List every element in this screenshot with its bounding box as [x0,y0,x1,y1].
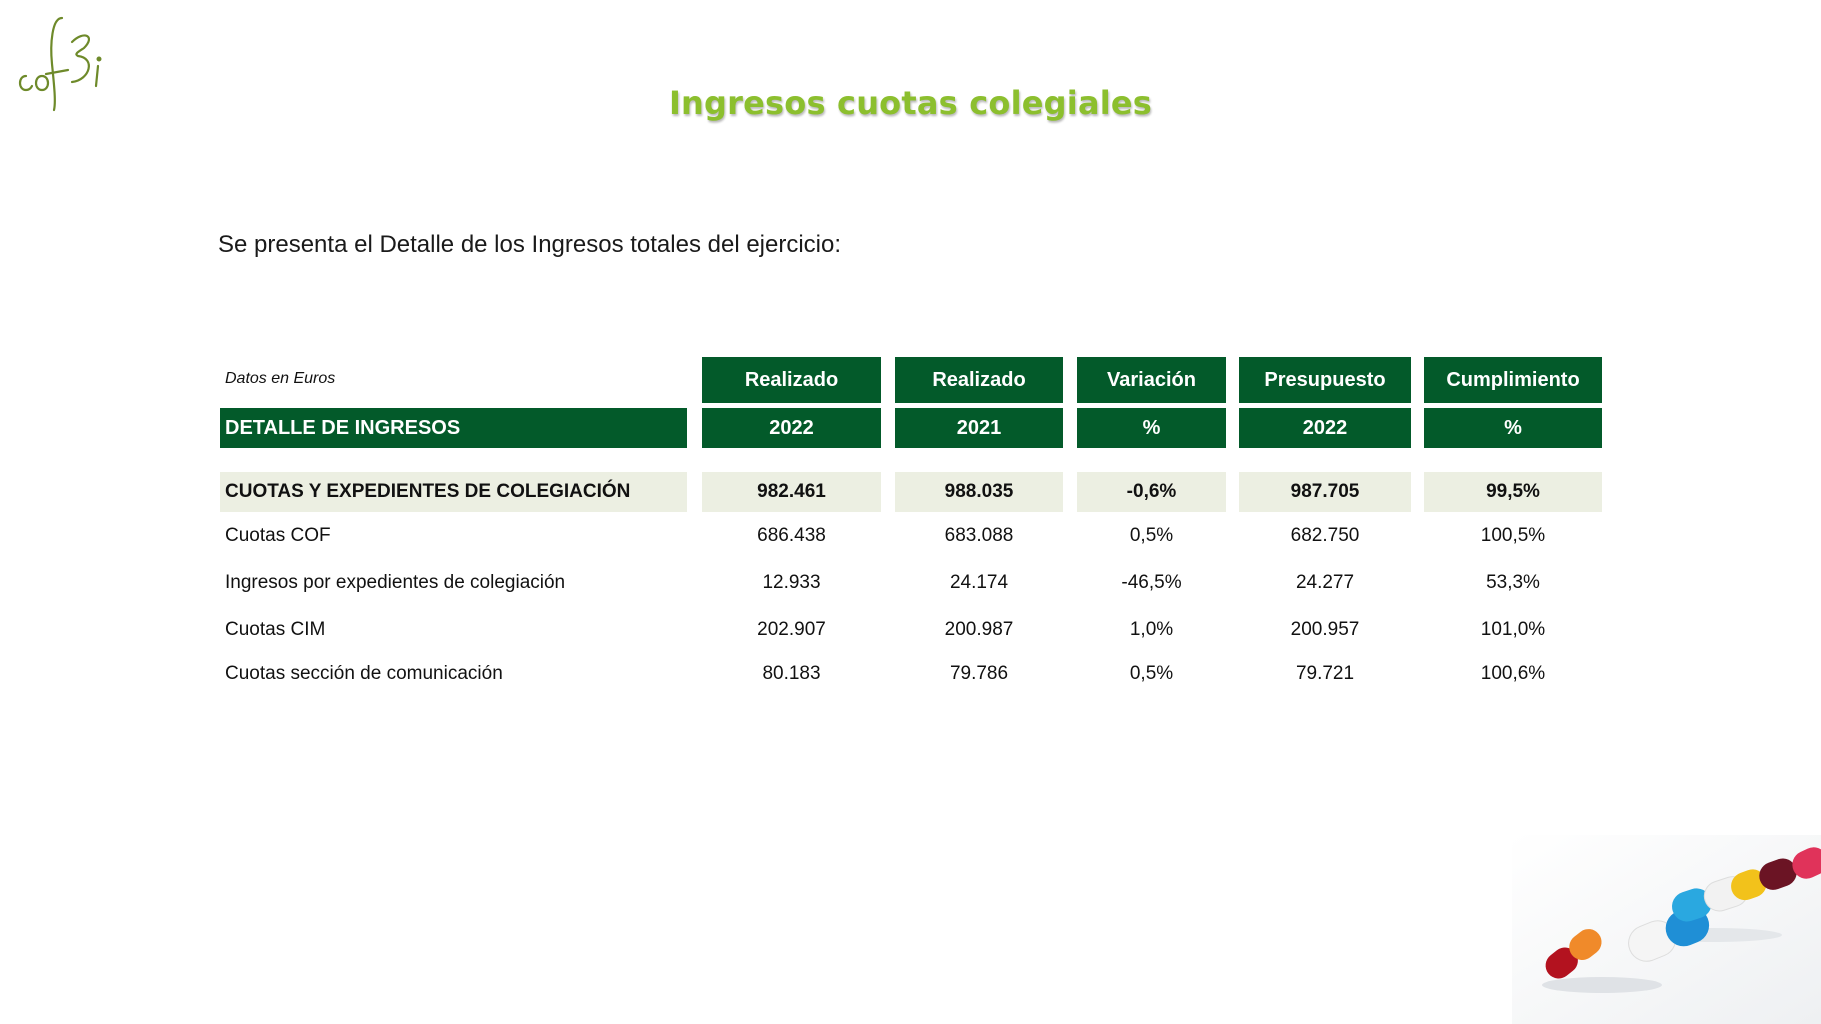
column-header: Variación [1077,357,1226,403]
table-cell: 683.088 [944,525,1014,546]
table-cell: 0,5% [1129,525,1174,546]
column-subheader: % [1424,408,1602,448]
row-label: Cuotas COF [225,525,331,546]
table-cell: 24.277 [1295,572,1355,593]
subtotal-value: 988.035 [895,472,1063,512]
row-label: Cuotas sección de comunicación [225,663,503,684]
table-cell: 24.174 [949,572,1009,593]
subtotal-label: CUOTAS Y EXPEDIENTES DE COLEGIACIÓN [220,472,687,512]
row-label: Cuotas CIM [225,619,326,640]
table-cell: 200.957 [1290,619,1360,640]
subtotal-value: 982.461 [702,472,881,512]
column-header: Realizado [702,357,881,403]
table-cell: 200.987 [944,619,1014,640]
column-subheader: % [1077,408,1226,448]
table-cell: 202.907 [757,619,826,640]
cofbi-logo [18,16,102,112]
table-cell: 53,3% [1486,572,1540,593]
section-header: DETALLE DE INGRESOS [220,408,687,448]
table-cell: 100,5% [1480,525,1546,546]
table-cell: 100,6% [1480,663,1546,684]
column-subheader: 2021 [895,408,1063,448]
table-cell: 1,0% [1129,619,1174,640]
row-label: Ingresos por expedientes de colegiación [225,572,566,593]
intro-text: Se presenta el Detalle de los Ingresos t… [218,231,842,258]
table-cell: 80.183 [762,663,821,684]
table-cell: 101,0% [1480,619,1546,640]
column-header: Realizado [895,357,1063,403]
table-cell: 79.721 [1295,663,1355,684]
page-title: Ingresos cuotas colegiales [668,84,1153,122]
table-cell: 682.750 [1290,525,1360,546]
capsules-image [1512,835,1821,1024]
table-cell: 79.786 [949,663,1009,684]
subtotal-value: 987.705 [1239,472,1411,512]
column-subheader: 2022 [1239,408,1411,448]
subtotal-value: 99,5% [1424,472,1602,512]
table-cell: -46,5% [1121,572,1182,593]
table-cell: 0,5% [1129,663,1174,684]
table-cell: 686.438 [757,525,826,546]
table-cell: 12.933 [762,572,821,593]
units-note: Datos en Euros [225,370,336,387]
column-subheader: 2022 [702,408,881,448]
column-header: Cumplimiento [1424,357,1602,403]
column-header: Presupuesto [1239,357,1411,403]
subtotal-value: -0,6% [1077,472,1226,512]
